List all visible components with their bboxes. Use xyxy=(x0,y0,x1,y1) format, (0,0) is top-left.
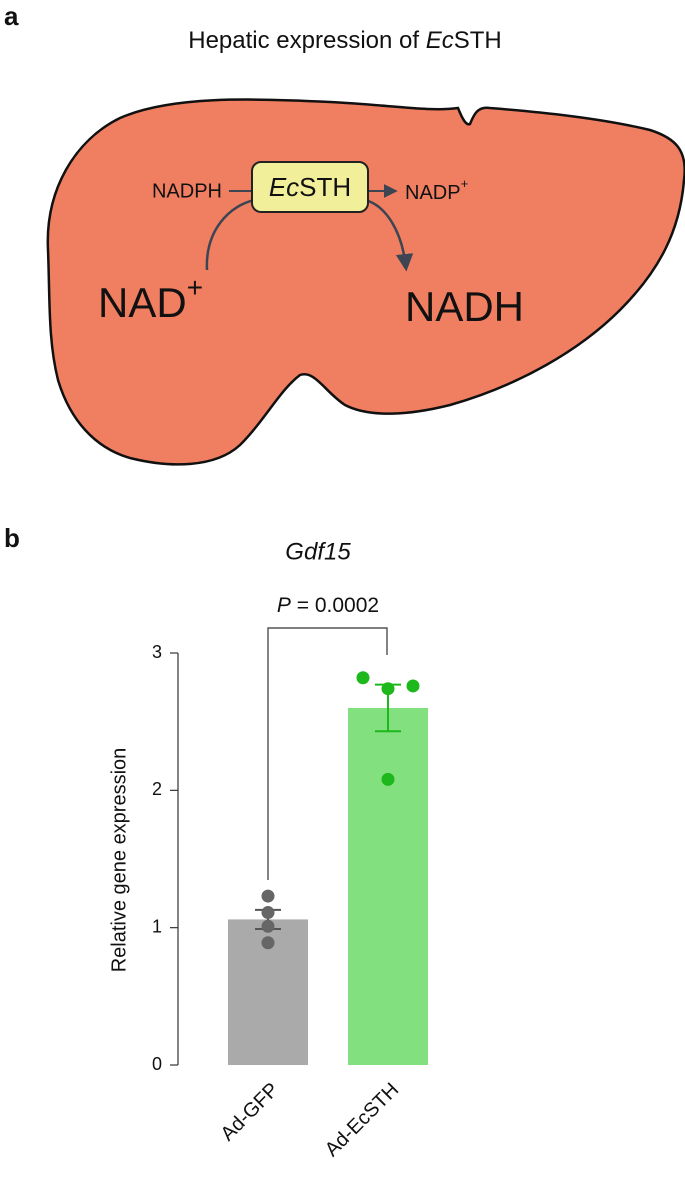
y-tick-label: 2 xyxy=(152,779,162,799)
significance-label: P = 0.0002 xyxy=(277,594,379,617)
data-point xyxy=(261,919,275,933)
enzyme-label: EcSTH xyxy=(269,172,351,202)
cofactor-part: NADP xyxy=(405,182,461,204)
data-point xyxy=(261,906,275,920)
data-point xyxy=(381,772,395,786)
y-tick-label: 1 xyxy=(152,916,162,936)
significance-part: = 0.0002 xyxy=(291,594,379,617)
data-point xyxy=(406,679,420,693)
y-tick-label: 0 xyxy=(152,1054,162,1074)
data-point xyxy=(261,936,275,950)
y-axis-label: Relative gene expression xyxy=(108,748,130,973)
arrow xyxy=(205,198,406,270)
enzyme-part: STH xyxy=(299,172,351,202)
x-tick-label: Ad-GFP xyxy=(217,1079,284,1146)
data-point xyxy=(261,889,275,903)
bar xyxy=(348,707,428,1065)
substrate-part: NAD xyxy=(98,279,187,326)
cofactor-part: + xyxy=(461,176,469,191)
x-tick-label: Ad-EcSTH xyxy=(321,1079,403,1161)
cofactor-out: NADP+ xyxy=(405,176,468,204)
panel-label: b xyxy=(4,523,20,553)
panel-label: a xyxy=(4,1,19,31)
enzyme-box xyxy=(251,161,369,213)
panel-title: Hepatic expression of EcSTH xyxy=(188,27,501,54)
y-tick-label: 3 xyxy=(152,642,162,662)
significance-bracket xyxy=(267,627,388,880)
product: NADH xyxy=(405,283,524,330)
title-part: Hepatic expression of xyxy=(188,27,425,54)
enzyme-part: Ec xyxy=(269,172,299,202)
substrate-part: + xyxy=(187,272,203,303)
data-point xyxy=(381,682,395,696)
data-point xyxy=(356,671,370,685)
title-part: STH xyxy=(454,27,502,54)
title-part: Ec xyxy=(426,27,454,54)
liver xyxy=(46,98,685,466)
cofactor-in: NADPH xyxy=(152,180,222,202)
plot: 0 1 2 3 Ad-GFP Ad-EcSTH xyxy=(152,642,428,1161)
chart-title: Gdf15 xyxy=(285,538,351,565)
significance-part: P xyxy=(277,594,291,617)
substrate: NAD+ xyxy=(98,272,203,326)
